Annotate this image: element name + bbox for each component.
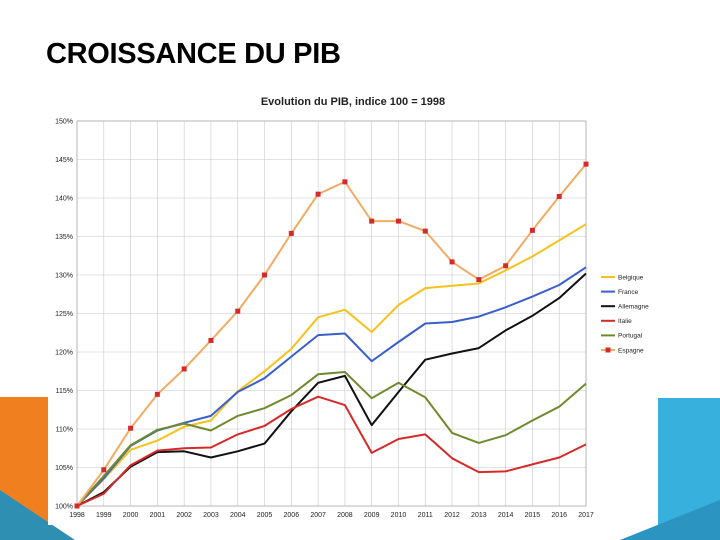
legend-label-france: France: [618, 289, 639, 296]
y-tick-label: 125%: [55, 311, 73, 318]
x-tick-label: 2000: [123, 512, 139, 519]
x-tick-label: 2005: [257, 512, 273, 519]
x-tick-label: 1998: [69, 512, 85, 519]
legend-label-allemagne: Allemagne: [618, 304, 649, 311]
data-point-espagne: [556, 193, 562, 199]
slide-title: CROISSANCE DU PIB: [46, 38, 341, 70]
x-tick-label: 2003: [203, 512, 219, 519]
data-point-espagne: [262, 272, 268, 278]
data-point-espagne: [128, 425, 134, 431]
x-tick-label: 2004: [230, 512, 246, 519]
legend-label-espagne: Espagne: [618, 347, 644, 354]
x-tick-label: 2016: [551, 512, 567, 519]
data-point-espagne: [235, 308, 241, 314]
y-tick-label: 105%: [55, 465, 73, 472]
data-point-espagne: [369, 218, 375, 224]
y-tick-label: 130%: [55, 273, 73, 280]
legend-label-italie: Italie: [618, 318, 632, 325]
series-line-espagne: [76, 163, 587, 507]
legend-label-portugal: Portugal: [618, 333, 643, 340]
x-tick-label: 1999: [96, 512, 112, 519]
x-tick-label: 2015: [525, 512, 541, 519]
x-tick-label: 2017: [578, 512, 594, 519]
chart-title: Evolution du PIB, indice 100 = 1998: [261, 96, 445, 108]
y-tick-label: 135%: [55, 234, 73, 241]
x-tick-label: 2012: [444, 512, 460, 519]
series-line-italie: [76, 395, 587, 507]
x-tick-label: 2010: [391, 512, 407, 519]
x-tick-label: 2008: [337, 512, 353, 519]
x-tick-label: 2009: [364, 512, 380, 519]
data-point-espagne: [449, 259, 455, 265]
legend-label-belgique: Belgique: [618, 274, 644, 281]
series-line-portugal: [76, 371, 587, 507]
x-tick-label: 2011: [418, 512, 433, 519]
data-point-espagne: [529, 227, 535, 233]
data-point-espagne: [583, 161, 589, 167]
y-tick-label: 120%: [55, 350, 73, 357]
data-point-espagne: [74, 503, 80, 509]
y-tick-label: 145%: [55, 157, 73, 164]
series-line-allemagne: [76, 272, 587, 507]
data-point-espagne: [288, 230, 294, 236]
x-tick-label: 2013: [471, 512, 487, 519]
x-tick-label: 2002: [176, 512, 192, 519]
y-tick-label: 115%: [56, 388, 73, 395]
data-point-espagne: [342, 179, 348, 185]
y-tick-label: 140%: [55, 196, 73, 203]
y-tick-label: 100%: [55, 504, 73, 511]
data-point-espagne: [181, 366, 187, 372]
data-point-espagne: [154, 391, 160, 397]
data-point-espagne: [503, 263, 509, 269]
y-tick-label: 150%: [55, 119, 73, 126]
series-line-belgique: [76, 223, 587, 507]
plot-area-border: [76, 120, 587, 507]
data-point-espagne: [395, 218, 401, 224]
data-point-espagne: [422, 228, 428, 234]
data-point-espagne: [101, 467, 107, 473]
legend-marker-espagne: [605, 347, 611, 353]
chart-panel: Evolution du PIB, indice 100 = 1998 100%…: [48, 88, 658, 525]
x-tick-label: 2007: [310, 512, 326, 519]
x-tick-label: 2001: [150, 512, 166, 519]
x-tick-label: 2014: [498, 512, 514, 519]
y-tick-label: 110%: [56, 427, 73, 434]
x-tick-label: 2006: [284, 512, 300, 519]
data-point-espagne: [476, 277, 482, 283]
line-chart: Evolution du PIB, indice 100 = 1998 100%…: [55, 96, 649, 519]
data-point-espagne: [315, 191, 321, 197]
data-point-espagne: [208, 337, 214, 343]
